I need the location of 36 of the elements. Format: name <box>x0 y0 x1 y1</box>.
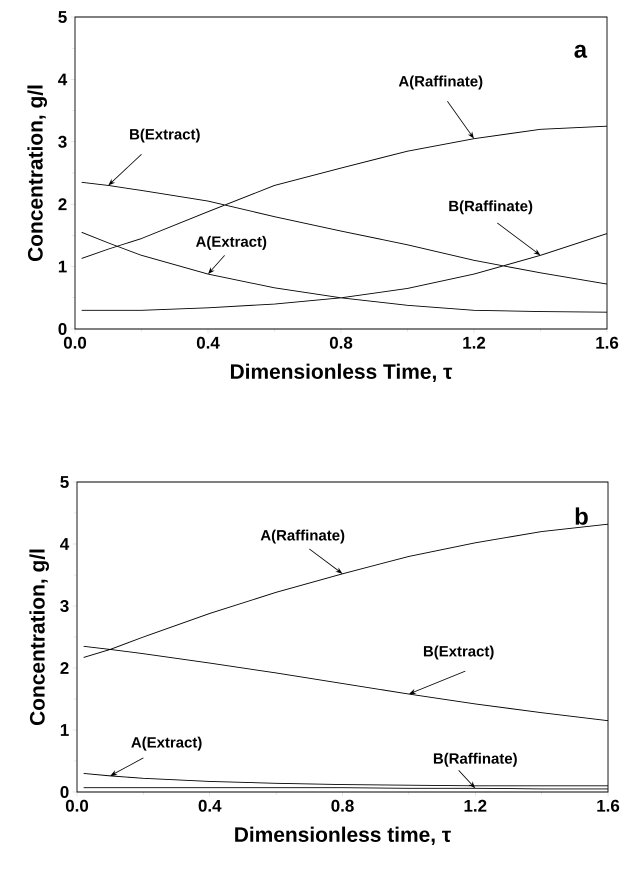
series-label: A(Extract) <box>196 236 266 250</box>
y-tick-label: 2 <box>58 198 67 210</box>
series-label: A(Raffinate) <box>260 530 344 544</box>
y-tick-label: 3 <box>58 136 67 148</box>
y-tick-label: 4 <box>58 74 68 86</box>
text: b <box>576 507 588 525</box>
x-tick-label: 0.4 <box>196 336 220 349</box>
y-tick-label: 4 <box>60 538 70 550</box>
series-label: B(Raffinate) <box>434 752 517 767</box>
x-tick-label: 1.2 <box>464 800 486 812</box>
text: B(Extract) <box>130 128 200 143</box>
y-axis-title: Concentration, g/l <box>29 550 49 726</box>
x-tick-label: 0.0 <box>66 800 88 812</box>
x-axis-title: Dimensionless time, τ <box>235 826 451 845</box>
text: B(Raffinate) <box>449 200 532 214</box>
y-tick-label: 2 <box>60 662 69 674</box>
x-tick-label: 1.6 <box>597 800 620 812</box>
x-tick-label: 1.2 <box>463 336 486 349</box>
series-label: A(Extract) <box>131 736 202 751</box>
y-tick-label: 0 <box>60 786 69 798</box>
y-axis-title: Concentration, g/l <box>27 86 47 262</box>
y-tick-label: 1 <box>58 260 67 272</box>
x-tick-label: 0.8 <box>331 800 354 812</box>
x-tick-label: 0.4 <box>198 800 222 812</box>
x-tick-label: 0.0 <box>64 336 86 349</box>
text: B(Extract) <box>424 646 494 660</box>
y-tick-label: 5 <box>58 11 67 23</box>
x-axis-title: Dimensionless Time, τ <box>230 364 452 382</box>
y-tick-label: 0 <box>58 322 67 335</box>
text: A(Raffinate) <box>398 76 482 90</box>
x-tick-label: 0.8 <box>330 336 352 349</box>
y-tick-label: 5 <box>60 476 69 488</box>
x-tick-label: 1.6 <box>596 336 618 349</box>
y-tick-label: 3 <box>60 600 69 612</box>
y-tick-label: 1 <box>60 724 69 736</box>
text: a <box>574 44 588 58</box>
